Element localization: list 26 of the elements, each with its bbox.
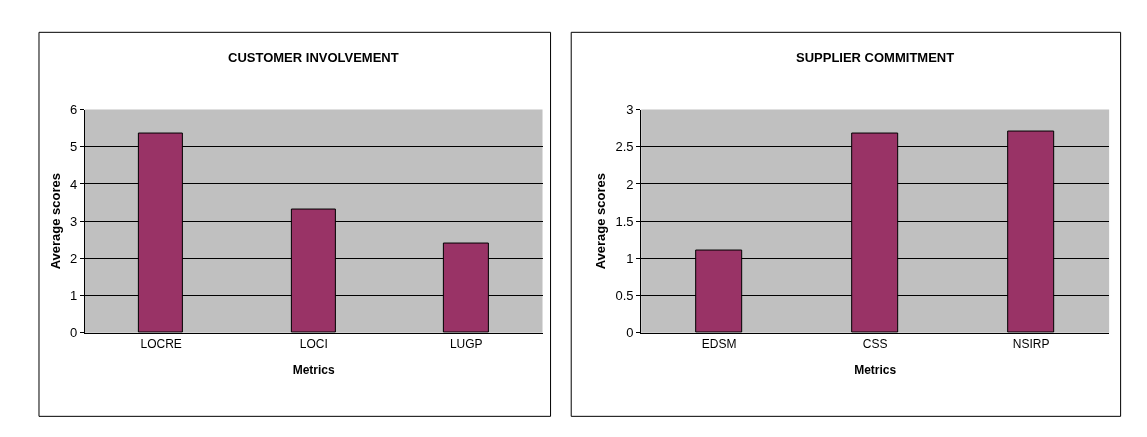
x-tick-label: LUGP: [449, 337, 483, 352]
y-tick-label: 5: [70, 139, 78, 155]
y-tick-label: 3: [70, 213, 78, 229]
x-axis-title: Metrics: [292, 363, 336, 378]
chart-title: SUPPLIER COMMITMENT: [796, 50, 955, 65]
y-tick-label: 2: [626, 176, 634, 192]
x-axis-title: Metrics: [854, 363, 897, 378]
y-tick-label: 3: [626, 102, 634, 118]
x-tick-label: NSIRP: [1012, 337, 1050, 352]
y-tick-label: 4: [70, 176, 78, 192]
y-tick-label: 0: [70, 325, 78, 341]
y-tick-label: 0: [626, 325, 634, 341]
chart-title: CUSTOMER INVOLVEMENT: [228, 50, 399, 65]
y-axis-title: Average scores: [593, 172, 609, 270]
y-tick-label: 2.5: [615, 139, 634, 155]
y-tick-label: 2: [70, 250, 78, 266]
x-tick-label: LOCI: [299, 337, 328, 352]
y-tick-label: 1: [70, 288, 78, 304]
y-tick-label: 0.5: [615, 288, 634, 304]
y-tick-label: 1.5: [615, 213, 634, 229]
x-tick-label: EDSM: [701, 337, 737, 352]
y-tick-label: 1: [626, 250, 634, 266]
y-axis-title: Average scores: [47, 172, 63, 270]
x-tick-label: LOCRE: [140, 337, 182, 352]
x-tick-label: CSS: [862, 337, 888, 352]
y-tick-label: 6: [70, 102, 78, 118]
